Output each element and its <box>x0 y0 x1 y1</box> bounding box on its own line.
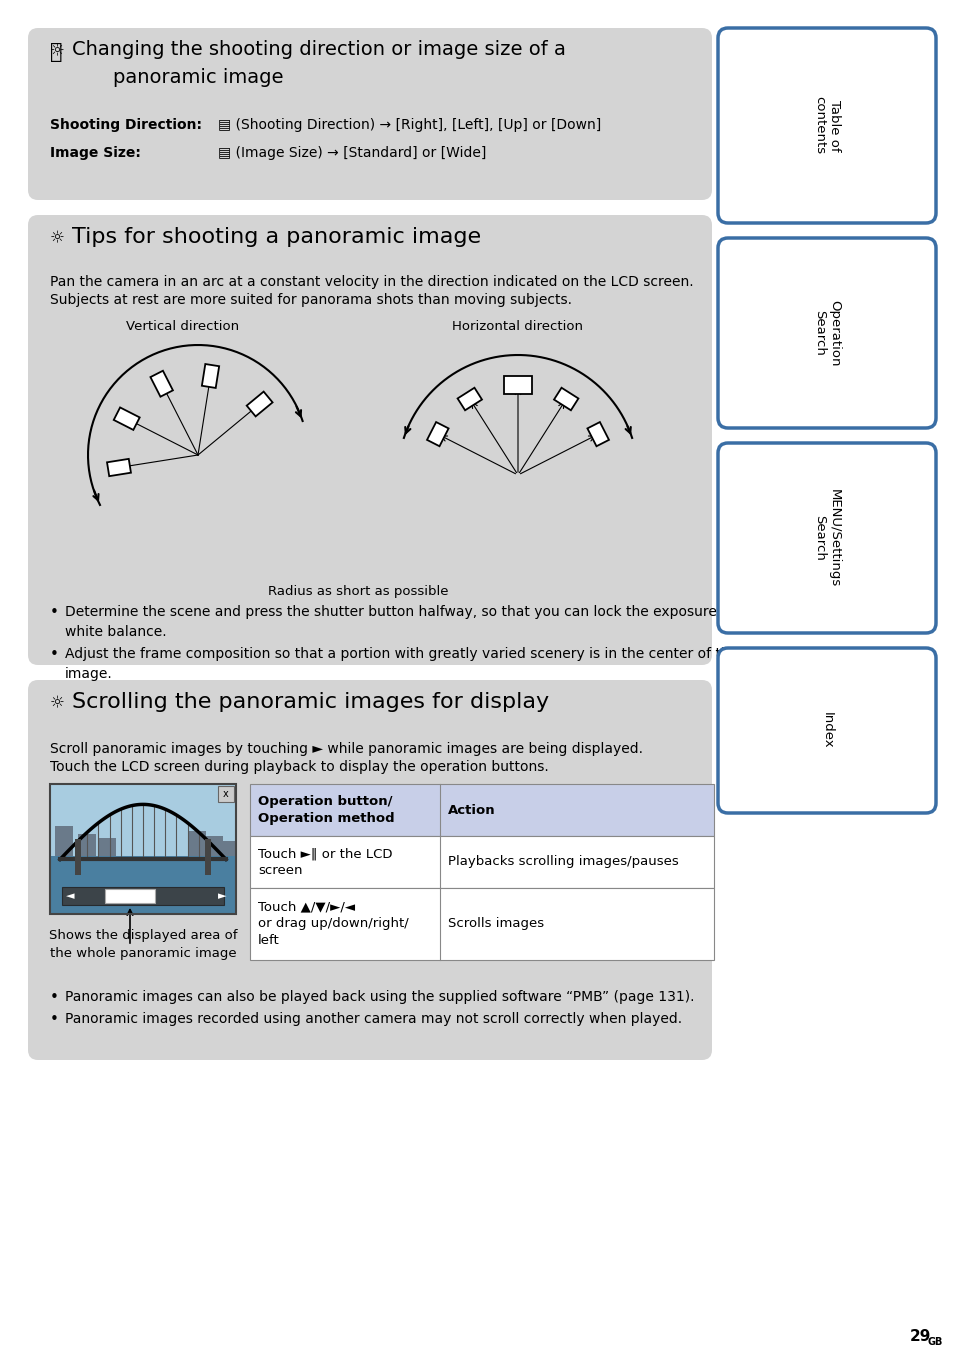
Bar <box>50 856 235 914</box>
Bar <box>218 841 235 856</box>
Text: Adjust the frame composition so that a portion with greatly varied scenery is in: Adjust the frame composition so that a p… <box>65 648 738 661</box>
Bar <box>457 387 481 411</box>
Bar <box>554 387 578 411</box>
Text: Touch ►‖ or the LCD
screen: Touch ►‖ or the LCD screen <box>257 847 392 878</box>
Text: Radius as short as possible: Radius as short as possible <box>268 585 448 598</box>
Text: Operation
Search: Operation Search <box>812 300 841 367</box>
Bar <box>188 831 206 856</box>
Text: Vertical direction: Vertical direction <box>127 320 239 333</box>
Bar <box>50 784 235 856</box>
Text: Table of
contents: Table of contents <box>812 96 841 155</box>
Bar <box>105 888 154 904</box>
Text: ☼: ☼ <box>50 229 65 246</box>
Text: •: • <box>50 648 59 663</box>
Text: Index: Index <box>820 712 833 749</box>
Bar <box>113 408 139 430</box>
Text: Shooting Direction:: Shooting Direction: <box>50 118 202 131</box>
Bar <box>205 835 223 856</box>
FancyBboxPatch shape <box>28 215 711 665</box>
Bar <box>55 826 73 856</box>
Text: Panoramic images recorded using another camera may not scroll correctly when pla: Panoramic images recorded using another … <box>65 1012 681 1025</box>
Bar <box>107 459 131 476</box>
FancyBboxPatch shape <box>718 238 935 428</box>
Text: Image Size:: Image Size: <box>50 146 141 160</box>
Text: Panoramic images can also be played back using the supplied software “PMB” (page: Panoramic images can also be played back… <box>65 990 694 1003</box>
Bar <box>62 887 224 905</box>
Text: panoramic image: panoramic image <box>88 68 283 88</box>
Text: Horizontal direction: Horizontal direction <box>452 320 583 333</box>
Text: 💡: 💡 <box>50 42 63 62</box>
Bar <box>98 838 116 856</box>
Bar <box>503 376 532 394</box>
Text: Action: Action <box>448 804 496 816</box>
Bar <box>250 836 713 888</box>
Bar <box>587 422 608 446</box>
Bar <box>202 364 219 387</box>
FancyBboxPatch shape <box>718 444 935 632</box>
Bar <box>75 839 81 875</box>
Text: •: • <box>50 605 59 620</box>
Text: Determine the scene and press the shutter button halfway, so that you can lock t: Determine the scene and press the shutte… <box>65 605 747 619</box>
Bar <box>78 834 96 856</box>
Text: Tips for shooting a panoramic image: Tips for shooting a panoramic image <box>71 227 480 246</box>
Text: Touch the LCD screen during playback to display the operation buttons.: Touch the LCD screen during playback to … <box>50 760 548 773</box>
Text: 29: 29 <box>909 1329 930 1344</box>
Text: the whole panoramic image: the whole panoramic image <box>50 947 236 960</box>
Text: Scrolling the panoramic images for display: Scrolling the panoramic images for displ… <box>71 691 549 712</box>
Bar <box>427 422 448 446</box>
Text: x: x <box>223 789 229 799</box>
Text: Scrolls images: Scrolls images <box>448 917 543 931</box>
Text: ☼: ☼ <box>50 694 65 712</box>
Text: Scroll panoramic images by touching ► while panoramic images are being displayed: Scroll panoramic images by touching ► wh… <box>50 742 642 756</box>
Bar <box>218 786 233 802</box>
Text: ▤ (Image Size) → [Standard] or [Wide]: ▤ (Image Size) → [Standard] or [Wide] <box>218 146 486 160</box>
Text: Changing the shooting direction or image size of a: Changing the shooting direction or image… <box>71 40 565 59</box>
Text: Pan the camera in an arc at a constant velocity in the direction indicated on th: Pan the camera in an arc at a constant v… <box>50 275 693 289</box>
Text: image.: image. <box>65 667 112 680</box>
Text: ☼: ☼ <box>50 42 65 60</box>
FancyBboxPatch shape <box>28 680 711 1060</box>
Text: ►: ► <box>217 891 226 901</box>
Text: ▤ (Shooting Direction) → [Right], [Left], [Up] or [Down]: ▤ (Shooting Direction) → [Right], [Left]… <box>218 118 600 131</box>
FancyBboxPatch shape <box>718 648 935 813</box>
FancyBboxPatch shape <box>28 27 711 200</box>
Text: Operation button/
Operation method: Operation button/ Operation method <box>257 795 395 826</box>
Bar <box>50 784 235 914</box>
Bar <box>151 371 172 397</box>
Text: Shows the displayed area of: Shows the displayed area of <box>49 930 237 942</box>
Text: Playbacks scrolling images/pauses: Playbacks scrolling images/pauses <box>448 856 678 868</box>
Bar <box>205 839 211 875</box>
Text: GB: GB <box>927 1338 943 1347</box>
Text: Subjects at rest are more suited for panorama shots than moving subjects.: Subjects at rest are more suited for pan… <box>50 293 572 307</box>
Text: •: • <box>50 1012 59 1027</box>
Bar <box>250 888 713 960</box>
Text: MENU/Settings
Search: MENU/Settings Search <box>812 489 841 587</box>
FancyBboxPatch shape <box>718 27 935 223</box>
Text: ◄: ◄ <box>66 891 74 901</box>
Bar <box>247 392 273 416</box>
Bar <box>250 784 713 836</box>
Text: •: • <box>50 990 59 1005</box>
Text: Touch ▲/▼/►/◄
or drag up/down/right/
left: Touch ▲/▼/►/◄ or drag up/down/right/ lef… <box>257 901 408 947</box>
Text: white balance.: white balance. <box>65 626 167 639</box>
